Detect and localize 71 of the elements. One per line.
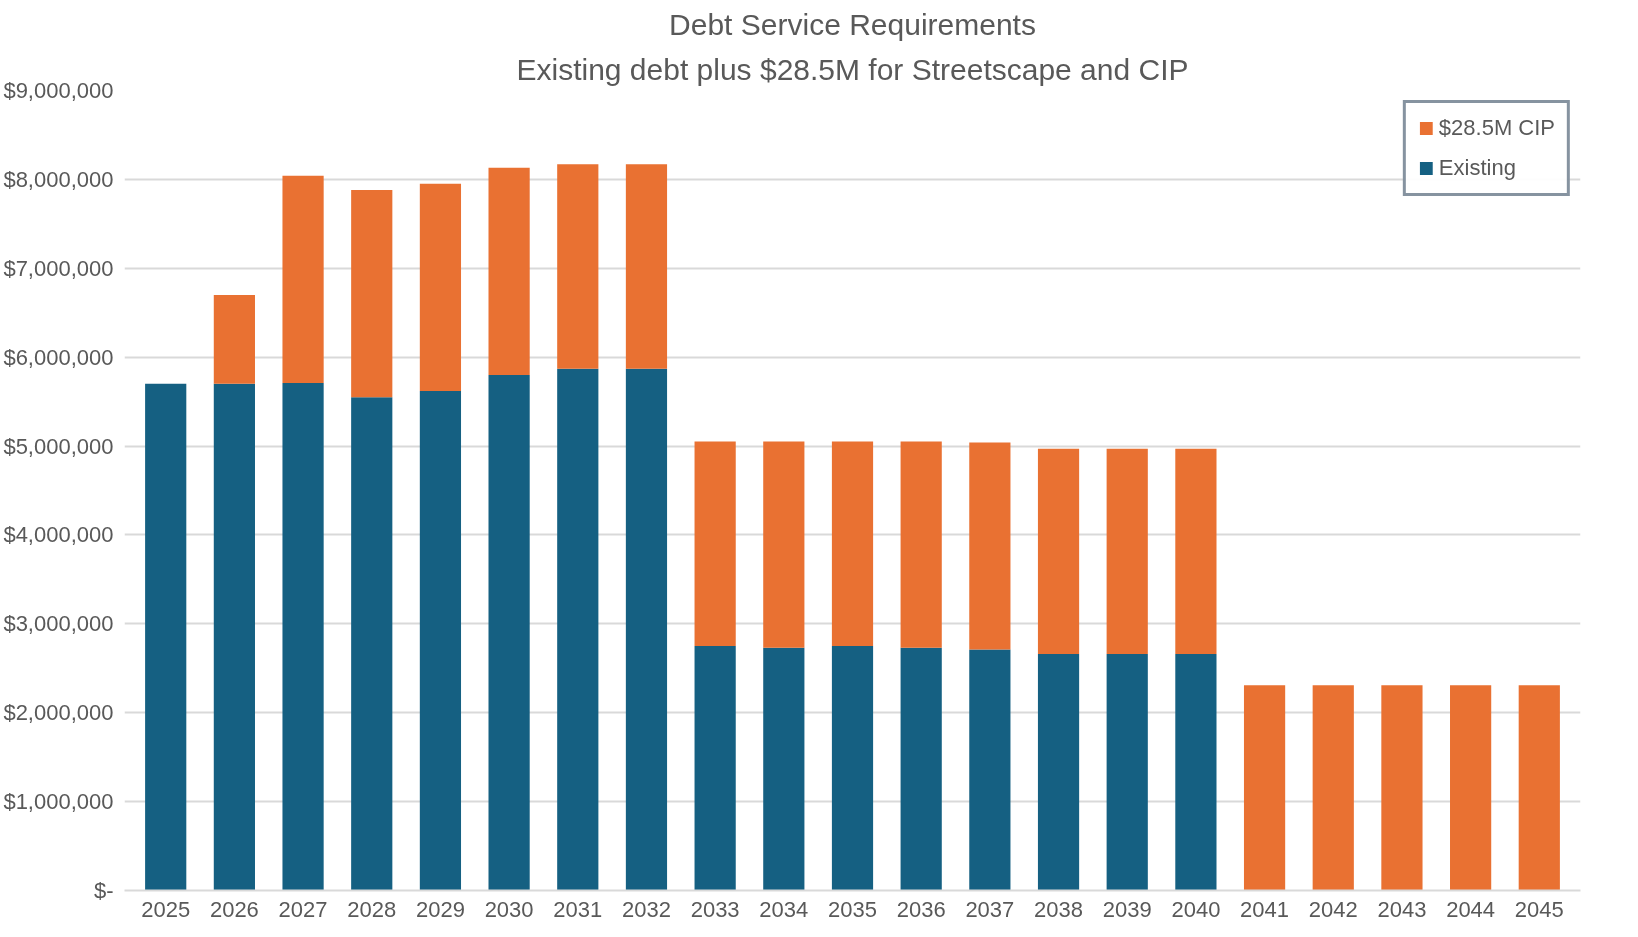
x-tick-label: 2026 <box>209 896 259 922</box>
bar <box>351 397 393 891</box>
bar <box>1518 685 1560 891</box>
bar <box>1243 685 1286 891</box>
bar <box>831 441 874 647</box>
bar <box>694 441 736 647</box>
x-tick-label: 2040 <box>1171 896 1221 922</box>
x-tick-label: 2042 <box>1308 896 1358 922</box>
x-tick-label: 2032 <box>621 896 671 922</box>
y-tick-label: $2,000,000 <box>3 700 114 726</box>
bar <box>145 383 187 891</box>
x-tick-label: 2044 <box>1446 896 1496 922</box>
x-tick-label: 2035 <box>828 896 877 922</box>
legend-label: Existing <box>1438 155 1516 181</box>
x-tick-label: 2025 <box>141 896 191 922</box>
bar <box>1037 654 1080 891</box>
x-tick-label: 2029 <box>415 896 465 922</box>
bar <box>1381 685 1423 891</box>
x-tick-label: 2045 <box>1514 896 1564 922</box>
bar <box>694 646 736 891</box>
bar <box>488 167 530 375</box>
bar <box>763 441 805 648</box>
bar <box>419 183 462 391</box>
x-tick-label: 2027 <box>278 896 328 922</box>
bar <box>1037 448 1080 655</box>
bar <box>282 382 324 891</box>
bar <box>1450 685 1492 891</box>
x-tick-label: 2031 <box>553 896 603 922</box>
bar <box>213 294 255 384</box>
y-tick-label: $7,000,000 <box>3 255 114 281</box>
x-tick-label: 2039 <box>1102 896 1152 922</box>
y-tick-label: $6,000,000 <box>3 344 114 370</box>
legend-label: $28.5M CIP <box>1438 115 1555 141</box>
y-tick-label: $- <box>93 878 114 903</box>
bar <box>1106 654 1148 891</box>
x-tick-label: 2034 <box>759 896 809 922</box>
bar <box>557 368 599 891</box>
y-tick-label: $9,000,000 <box>3 78 114 103</box>
bar <box>900 441 942 648</box>
bar <box>351 190 393 398</box>
bar <box>969 649 1011 891</box>
bar <box>763 647 805 891</box>
x-tick-label: 2028 <box>347 896 397 922</box>
y-tick-label: $4,000,000 <box>3 522 114 548</box>
x-tick-label: 2037 <box>965 896 1015 922</box>
x-tick-label: 2038 <box>1034 896 1084 922</box>
x-tick-label: 2041 <box>1240 896 1290 922</box>
bar <box>1106 448 1148 655</box>
bar <box>900 647 942 891</box>
bar <box>1175 654 1217 891</box>
bar <box>969 442 1011 650</box>
bar <box>1312 685 1354 891</box>
bar <box>419 390 462 891</box>
bar <box>213 383 255 891</box>
y-tick-label: $5,000,000 <box>3 433 114 459</box>
x-tick-label: 2030 <box>484 896 534 922</box>
x-tick-label: 2033 <box>690 896 740 922</box>
x-tick-label: 2036 <box>896 896 946 922</box>
chart-subtitle: Existing debt plus $28.5M for Streetscape and CIP <box>516 52 1189 86</box>
bar <box>625 164 668 369</box>
bar <box>282 175 324 383</box>
x-tick-label: 2043 <box>1377 896 1427 922</box>
chart-title: Debt Service Requirements <box>669 7 1036 41</box>
bar <box>831 646 874 891</box>
y-tick-label: $8,000,000 <box>3 166 114 192</box>
bar <box>488 374 530 891</box>
bar <box>1175 448 1217 655</box>
y-tick-label: $3,000,000 <box>3 611 114 637</box>
bar <box>557 164 599 369</box>
bar <box>625 368 668 891</box>
y-tick-label: $1,000,000 <box>3 789 114 815</box>
